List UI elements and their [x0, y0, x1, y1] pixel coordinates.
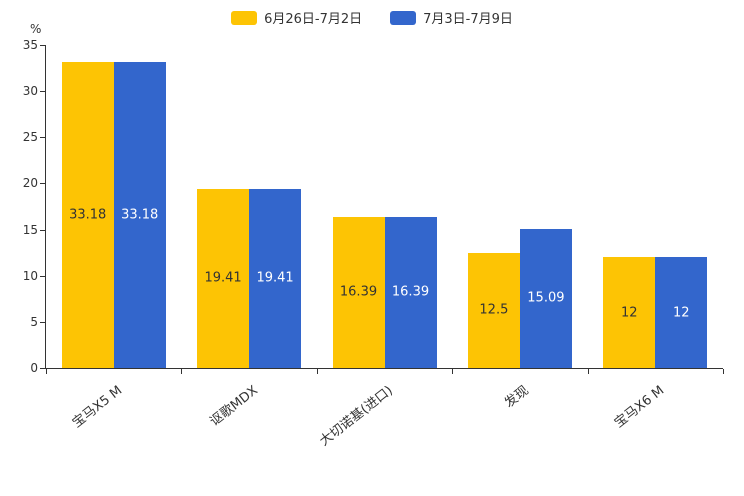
y-tick-label: 5	[30, 314, 38, 329]
bar: 12	[603, 257, 656, 368]
y-tick-label: 30	[22, 84, 38, 99]
y-axis-unit: %	[30, 22, 42, 36]
legend-item[interactable]: 6月26日-7月2日	[231, 8, 362, 27]
bar: 19.41	[249, 188, 302, 368]
x-category-label: 宝马X6 M	[611, 383, 668, 432]
plot-area: 0 5 10 15 20 25 30 35 33.18 33.18 宝马X5 M 19.41 19.41…	[23, 39, 724, 449]
bar-value-label: 12	[621, 305, 638, 321]
y-tick-mark	[40, 45, 45, 46]
x-tick-mark	[587, 369, 589, 374]
bar: 33.18	[113, 61, 166, 368]
legend-label: 6月26日-7月2日	[264, 12, 363, 27]
legend-item[interactable]: 7月3日-7月9日	[390, 8, 513, 27]
bar: 19.41	[197, 188, 250, 368]
bar-value-label: 19.41	[204, 270, 242, 286]
y-tick-label: 15	[22, 222, 38, 237]
x-tick-mark	[723, 369, 724, 374]
y-tick-mark	[40, 137, 45, 139]
bar: 16.39	[332, 216, 385, 368]
y-tick-label: 10	[22, 268, 38, 283]
x-category-label: 宝马X5 M	[70, 383, 126, 432]
legend-swatch	[390, 10, 417, 25]
bar-value-label: 15.09	[527, 290, 565, 306]
y-tick-mark	[40, 183, 45, 185]
bar-value-label: 33.18	[69, 207, 107, 223]
y-tick-label: 25	[22, 130, 38, 145]
y-tick-label: 20	[22, 176, 38, 191]
bar-value-label: 16.39	[391, 284, 430, 300]
bar-value-label: 12	[673, 305, 690, 321]
bar-value-label: 19.41	[256, 270, 294, 286]
bar: 12.5	[467, 252, 520, 368]
bar: 12	[655, 257, 708, 368]
y-tick-mark	[40, 229, 45, 231]
x-tick-mark	[181, 369, 183, 374]
x-category-label: 发现	[501, 383, 532, 411]
bar: 15.09	[519, 228, 572, 368]
y-tick-mark	[40, 368, 45, 369]
y-tick-mark	[40, 91, 45, 93]
legend-swatch	[231, 10, 258, 25]
x-tick-mark	[316, 369, 318, 374]
x-category-label: 大切诺基(进口)	[317, 383, 397, 450]
bar: 33.18	[61, 61, 114, 368]
y-tick-label: 35	[22, 38, 38, 52]
y-tick-label: 0	[30, 361, 38, 375]
x-tick-mark	[452, 369, 454, 374]
bar: 16.39	[384, 216, 437, 368]
y-tick-mark	[40, 275, 45, 277]
bar-value-label: 33.18	[121, 207, 159, 223]
legend-label: 7月3日-7月9日	[423, 12, 513, 27]
y-tick-mark	[40, 321, 45, 323]
x-category-label: 讴歌MDX	[207, 383, 261, 430]
chart-legend: 6月26日-7月2日 7月3日-7月9日	[0, 8, 744, 27]
bar-value-label: 16.39	[339, 284, 378, 300]
bar-value-label: 12.5	[479, 302, 509, 318]
x-tick-mark	[46, 369, 47, 374]
